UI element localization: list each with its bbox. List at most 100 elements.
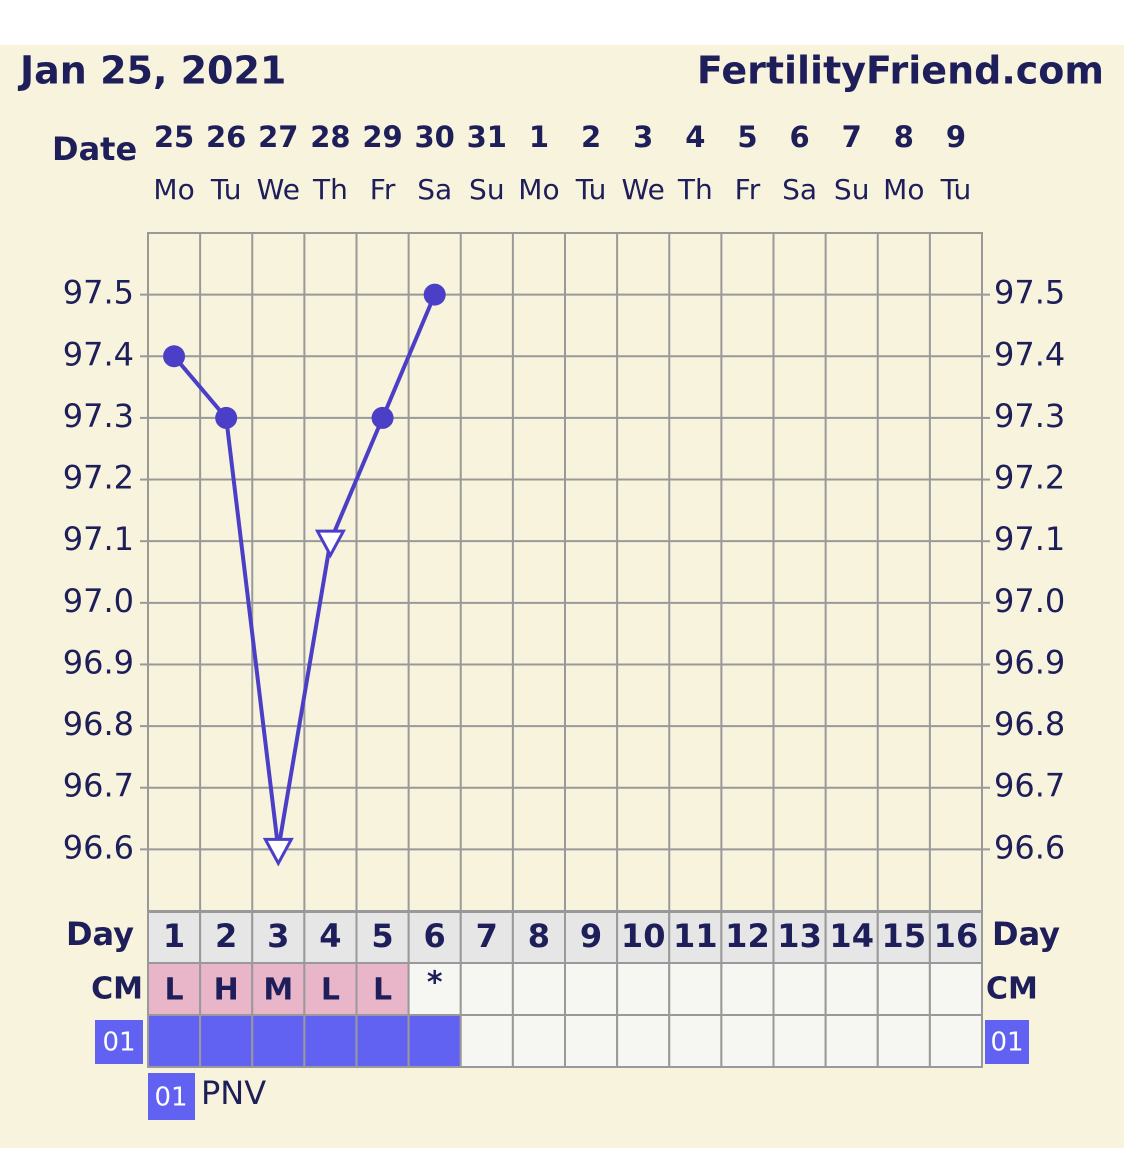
day-number: 3 [267, 917, 289, 955]
day-label-right: Day [992, 915, 1060, 953]
weekday-label: We [257, 173, 300, 206]
weekday-label: Su [469, 173, 505, 206]
pill-row-badge [985, 1020, 1029, 1064]
cm-cell [876, 962, 931, 1016]
y-tick-label: 96.9 [63, 643, 134, 681]
cm-value: * [427, 966, 443, 1001]
pill-cell [720, 1014, 775, 1068]
weekday-label: Tu [940, 173, 972, 206]
cm-cell [668, 962, 723, 1016]
day-number: 1 [163, 917, 185, 955]
weekday-label: Th [312, 173, 348, 206]
cm-value: L [165, 973, 184, 1008]
day-cell [616, 911, 671, 964]
day-number: 5 [371, 917, 393, 955]
pill-row-label-left: 01 [102, 1028, 135, 1058]
y-tick-label: 97.0 [63, 582, 134, 620]
cm-cell [720, 962, 775, 1016]
day-number: 16 [934, 917, 979, 955]
pill-cell [876, 1014, 931, 1068]
cm-cell [928, 962, 983, 1016]
y2-tick-label: 97.4 [994, 335, 1065, 373]
day-number: 10 [621, 917, 666, 955]
day-number: 11 [673, 917, 718, 955]
cm-cell [251, 962, 306, 1016]
date-label: 1 [529, 120, 549, 154]
weekday-label: Sa [417, 173, 452, 206]
cm-cell [564, 962, 619, 1016]
point [423, 283, 446, 306]
point [215, 406, 238, 429]
date-label: 4 [685, 120, 705, 154]
date-label: 8 [894, 120, 914, 154]
pill-cell [303, 1014, 358, 1068]
weekday-label: Su [834, 173, 870, 206]
weekday-label: Tu [575, 173, 607, 206]
cm-cell [303, 962, 358, 1016]
cm-cell [459, 962, 514, 1016]
y2-tick-label: 97.3 [994, 397, 1065, 435]
pill-cell [928, 1014, 983, 1068]
temperature-line [172, 293, 437, 850]
day-number: 8 [528, 917, 550, 955]
cm-cell [824, 962, 879, 1016]
date-label: 5 [737, 120, 757, 154]
site-name: FertilityFriend.com [697, 49, 1104, 93]
pill-cell [824, 1014, 879, 1068]
weekday-label: Mo [518, 173, 559, 206]
day-number: 2 [215, 917, 237, 955]
y-tick-label: 96.8 [63, 705, 134, 743]
point [371, 406, 394, 429]
date-label: 26 [206, 120, 246, 154]
chart-title: Jan 25, 2021 [17, 49, 286, 93]
pill-cell [616, 1014, 671, 1068]
cm-cell [511, 962, 566, 1016]
day-cell [928, 911, 983, 964]
pill-row-badge [95, 1020, 143, 1064]
day-number: 7 [476, 917, 498, 955]
weekday-label: We [622, 173, 665, 206]
y2-tick-label: 97.0 [994, 582, 1065, 620]
cm-label-right: CM [986, 972, 1038, 1007]
weekday-label: Fr [735, 173, 761, 206]
day-number: 13 [777, 917, 822, 955]
date-label: 31 [467, 120, 507, 154]
cm-label-left: CM [91, 972, 143, 1007]
y2-tick-label: 96.9 [994, 643, 1065, 681]
date-label: 27 [258, 120, 298, 154]
pill-cell [147, 1014, 202, 1068]
point [314, 529, 346, 559]
day-label-left: Day [66, 915, 134, 953]
y2-tick-label: 96.6 [994, 828, 1065, 866]
cm-cell [772, 962, 827, 1016]
day-number: 14 [829, 917, 874, 955]
y-tick-label: 96.7 [63, 767, 134, 805]
date-label: 30 [415, 120, 455, 154]
day-number: 6 [424, 917, 446, 955]
date-label: 6 [789, 120, 809, 154]
day-cell [303, 911, 358, 964]
weekday-label: Th [677, 173, 713, 206]
pill-cell [772, 1014, 827, 1068]
date-label: 28 [310, 120, 350, 154]
legend-name: PNV [201, 1074, 266, 1112]
weekday-label: Fr [370, 173, 396, 206]
y-tick-label: 96.6 [63, 828, 134, 866]
cm-value: M [263, 973, 293, 1008]
date-label: 3 [633, 120, 653, 154]
weekday-label: Mo [153, 173, 194, 206]
date-label: 7 [842, 120, 862, 154]
cm-value: L [321, 973, 340, 1008]
weekday-label: Tu [210, 173, 242, 206]
day-number: 9 [580, 917, 602, 955]
pill-cell [459, 1014, 514, 1068]
pill-cell [564, 1014, 619, 1068]
pill-cell [251, 1014, 306, 1068]
day-cell [147, 911, 202, 964]
pill-cell [668, 1014, 723, 1068]
y-tick-label: 97.1 [63, 520, 134, 558]
date-label: 9 [946, 120, 966, 154]
weekday-label: Mo [883, 173, 924, 206]
date-label: 2 [581, 120, 601, 154]
